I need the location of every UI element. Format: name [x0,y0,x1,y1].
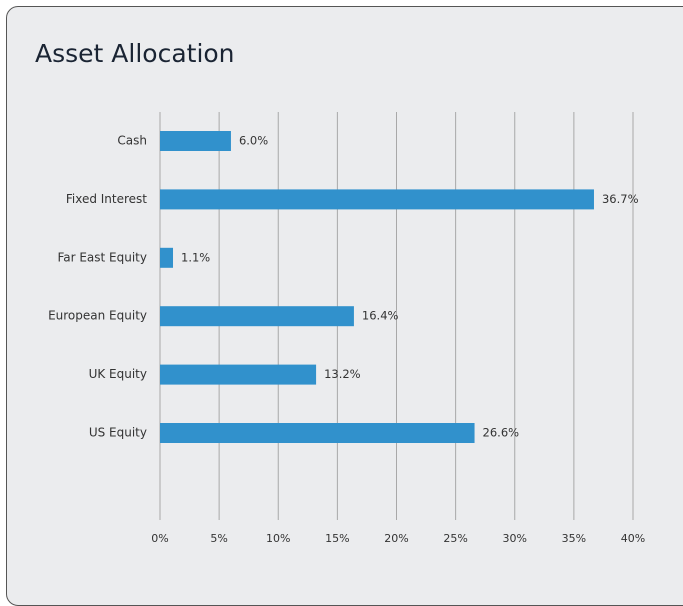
bar [160,131,231,151]
value-label: 13.2% [324,367,361,381]
bar [160,247,174,268]
bar [160,423,475,443]
bar [160,364,317,385]
bar [160,189,594,210]
bar [160,306,354,327]
value-label: 16.4% [362,309,399,323]
y-tick-label: US Equity [89,426,147,440]
chart: Asset Allocation 0% 5% 10% 15% 20% 25% 30% 35% 4… [35,39,645,545]
y-tick-label: Cash [117,134,147,148]
chart-title: Asset Allocation [35,39,235,68]
y-tick-label: UK Equity [89,367,147,381]
y-tick-label: Far East Equity [57,250,147,264]
value-label: 1.1% [181,250,210,264]
value-label: 6.0% [239,134,268,148]
y-tick-label: European Equity [48,309,147,323]
x-tick-label: 15% [325,532,349,545]
x-tick-label: 25% [443,532,467,545]
x-tick-label: 5% [210,532,227,545]
value-label: 36.7% [602,192,639,206]
x-tick-label: 40% [621,532,645,545]
y-tick-label: Fixed Interest [66,192,147,206]
x-tick-label: 20% [384,532,408,545]
x-tick-label: 35% [562,532,586,545]
page: {"chart_data": {"type": "bar", "orientat… [6,6,683,606]
card [6,6,683,606]
x-tick-label: 10% [266,532,290,545]
x-tick-label: 30% [503,532,527,545]
value-label: 26.6% [483,426,520,440]
x-tick-label: 0% [151,532,168,545]
